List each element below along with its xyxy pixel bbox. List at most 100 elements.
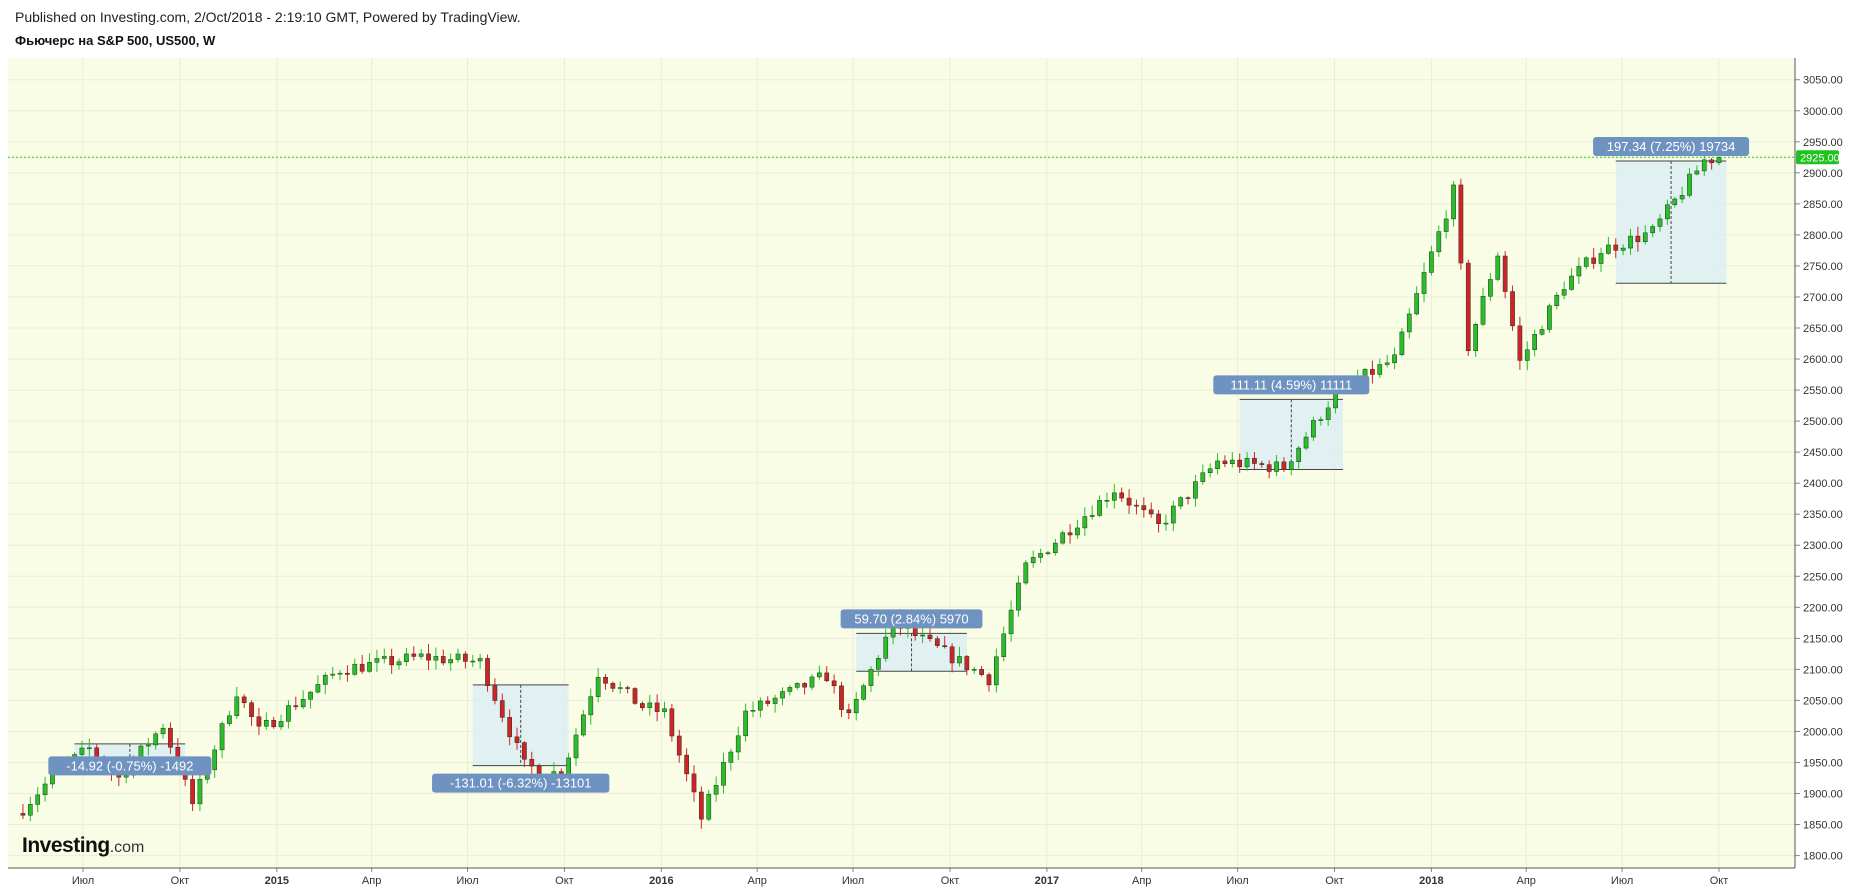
measure-label-bg	[1593, 137, 1750, 157]
x-tick-label: Июл	[72, 875, 94, 887]
candle-body	[1207, 468, 1213, 474]
candle-body	[42, 783, 48, 796]
candle-body	[1052, 542, 1058, 553]
candle-body	[1598, 253, 1604, 264]
candle-body	[492, 685, 498, 701]
candle-body	[1569, 275, 1574, 290]
candle-body	[293, 705, 299, 708]
candle-body	[595, 676, 601, 697]
candle-body	[404, 653, 409, 662]
x-tick-label: Апр	[1132, 875, 1151, 887]
candle-body	[1008, 609, 1014, 635]
candle-body	[662, 708, 667, 712]
candle-body	[20, 813, 26, 816]
candle-body	[1502, 255, 1508, 292]
y-tick-label: 2400.00	[1803, 478, 1843, 490]
candle-body	[241, 696, 247, 703]
candle-body	[1325, 407, 1331, 420]
candle-body	[1628, 235, 1633, 249]
y-tick-label: 2550.00	[1803, 385, 1843, 397]
candle-body	[477, 658, 483, 662]
candle-body	[735, 735, 741, 753]
candle-body	[625, 687, 630, 689]
candle-body	[499, 700, 505, 718]
candle-body	[1045, 552, 1051, 554]
candle-body	[1111, 492, 1117, 501]
x-tick-label: Окт	[171, 875, 190, 887]
candle-body	[418, 653, 424, 657]
time-axis[interactable]: Июл Окт 2015 Апр Июл Окт 2016 Апр Июл Окт 2017 Апр И…	[8, 867, 1795, 887]
y-tick-label: 2100.00	[1803, 664, 1843, 676]
candle-body	[1259, 463, 1265, 465]
candle-body	[1119, 492, 1125, 499]
candle-body	[27, 804, 33, 816]
candle-body	[647, 702, 653, 709]
candle-body	[573, 734, 579, 759]
y-tick-label: 2500.00	[1803, 416, 1843, 428]
candle-body	[794, 683, 800, 688]
candle-body	[374, 658, 380, 663]
measure-label: -131.01 (-6.32%) -13101	[450, 776, 592, 791]
candle-body	[654, 702, 660, 712]
candle-body	[1377, 364, 1383, 375]
candle-body	[168, 727, 173, 748]
candle-body	[1620, 247, 1626, 251]
candle-body	[1716, 157, 1722, 164]
candle-body	[603, 676, 608, 684]
measure-label: 59.70 (2.84%) 5970	[854, 611, 968, 626]
candle-body	[1517, 325, 1523, 361]
candle-body	[308, 691, 313, 700]
candle-body	[1141, 505, 1147, 511]
candle-body	[1082, 516, 1088, 529]
y-tick-label: 3000.00	[1803, 106, 1843, 118]
candle-body	[1126, 497, 1132, 506]
candle-body	[1583, 257, 1589, 267]
candle-body	[676, 735, 682, 756]
candle-body	[1561, 289, 1567, 296]
candle-body	[1709, 159, 1714, 164]
candle-body	[94, 747, 100, 759]
y-tick-label: 2450.00	[1803, 447, 1843, 459]
candle-body	[1547, 305, 1552, 330]
candle-body	[1281, 461, 1287, 470]
candle-body	[986, 674, 992, 686]
candle-body	[79, 747, 85, 755]
candle-body	[1613, 244, 1619, 251]
measure-label: -14.92 (-0.75%) -1492	[66, 758, 193, 773]
candle-body	[1554, 294, 1560, 307]
candle-body	[337, 672, 343, 675]
candle-body	[1178, 497, 1184, 507]
logo-suffix: .com	[109, 839, 145, 856]
candle-body	[1252, 457, 1257, 464]
candle-body	[1067, 532, 1073, 536]
candle-body	[1311, 420, 1316, 438]
candle-body	[1576, 266, 1582, 277]
candle-body	[160, 727, 166, 735]
candle-body	[359, 663, 365, 672]
y-tick-label: 2650.00	[1803, 323, 1843, 335]
candle-body	[1687, 173, 1692, 196]
candle-body	[912, 627, 918, 636]
x-tick-label: 2016	[649, 875, 673, 887]
plot-area[interactable]	[8, 58, 1795, 868]
candle-body	[507, 717, 512, 738]
candle-body	[979, 669, 984, 675]
candle-body	[1406, 313, 1412, 333]
candle-body	[300, 699, 306, 708]
current-price-badge-bg	[1796, 150, 1839, 165]
x-tick-label: 2017	[1035, 875, 1059, 887]
candle-body	[787, 687, 793, 692]
candle-body	[485, 658, 490, 686]
candle-body	[780, 691, 785, 699]
y-tick-label: 2300.00	[1803, 540, 1843, 552]
candle-body	[853, 698, 859, 714]
candle-body	[581, 714, 586, 736]
candle-body	[1244, 457, 1250, 468]
candle-body	[197, 778, 203, 805]
candle-body	[1303, 436, 1309, 449]
candle-body	[1193, 481, 1198, 499]
candle-body	[868, 669, 874, 686]
price-axis[interactable]: 1800.00 1850.00 1900.00 1950.00 2000.00 2050.…	[1794, 58, 1843, 868]
candle-body	[1532, 333, 1537, 350]
